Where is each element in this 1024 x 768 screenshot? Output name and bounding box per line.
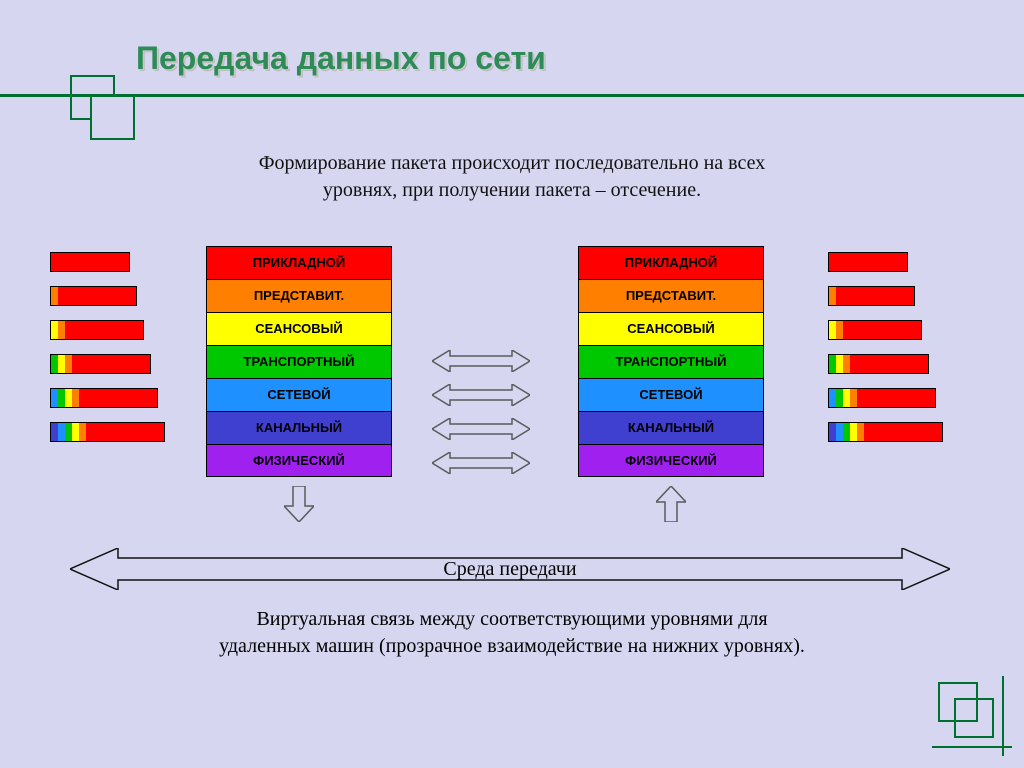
- page-title: Передача данных по сети: [136, 40, 546, 77]
- double-arrow-icon: [432, 452, 530, 474]
- packet: [828, 286, 915, 306]
- packet: [828, 354, 929, 374]
- header-deco-square-front: [90, 95, 135, 140]
- layer-cell: СЕТЕВОЙ: [578, 378, 764, 411]
- layer-cell: ФИЗИЧЕСКИЙ: [578, 444, 764, 477]
- osi-stack-right: ПРИКЛАДНОЙПРЕДСТАВИТ.СЕАНСОВЫЙТРАНСПОРТН…: [578, 246, 764, 477]
- layer-cell: ТРАНСПОРТНЫЙ: [206, 345, 392, 378]
- layer-cell: КАНАЛЬНЫЙ: [206, 411, 392, 444]
- header-rule: [0, 94, 1024, 97]
- layer-cell: ПРЕДСТАВИТ.: [206, 279, 392, 312]
- layer-cell: СЕАНСОВЫЙ: [206, 312, 392, 345]
- layer-cell: КАНАЛЬНЫЙ: [578, 411, 764, 444]
- packet: [828, 320, 922, 340]
- packet: [828, 422, 943, 442]
- footer-line2: удаленных машин (прозрачное взаимодейств…: [219, 635, 805, 657]
- packet: [50, 354, 151, 374]
- double-arrow-icon: [432, 384, 530, 406]
- corner-deco: [922, 666, 1012, 756]
- packet: [50, 286, 137, 306]
- packet: [50, 320, 144, 340]
- packet: [50, 388, 158, 408]
- double-arrow-icon: [432, 350, 530, 372]
- subtitle-line1: Формирование пакета происходит последова…: [259, 152, 765, 174]
- title-area: Передача данных по сети: [136, 40, 546, 77]
- up-arrow-icon: [656, 486, 686, 522]
- layer-cell: СЕАНСОВЫЙ: [578, 312, 764, 345]
- layer-cell: ТРАНСПОРТНЫЙ: [578, 345, 764, 378]
- footer-line1: Виртуальная связь между соответствующими…: [256, 608, 767, 630]
- osi-stack-left: ПРИКЛАДНОЙПРЕДСТАВИТ.СЕАНСОВЫЙТРАНСПОРТН…: [206, 246, 392, 477]
- layer-cell: ПРЕДСТАВИТ.: [578, 279, 764, 312]
- subtitle: Формирование пакета происходит последова…: [0, 150, 1024, 204]
- packet: [828, 252, 908, 272]
- medium-label: Среда передачи: [70, 548, 950, 590]
- subtitle-line2: уровнях, при получении пакета – отсечени…: [323, 179, 701, 201]
- layer-cell: СЕТЕВОЙ: [206, 378, 392, 411]
- layer-cell: ПРИКЛАДНОЙ: [206, 246, 392, 279]
- layer-cell: ПРИКЛАДНОЙ: [578, 246, 764, 279]
- double-arrow-icon: [432, 418, 530, 440]
- packet: [50, 252, 130, 272]
- footer-text: Виртуальная связь между соответствующими…: [0, 606, 1024, 660]
- packet: [828, 388, 936, 408]
- layer-cell: ФИЗИЧЕСКИЙ: [206, 444, 392, 477]
- down-arrow-icon: [284, 486, 314, 522]
- packet: [50, 422, 165, 442]
